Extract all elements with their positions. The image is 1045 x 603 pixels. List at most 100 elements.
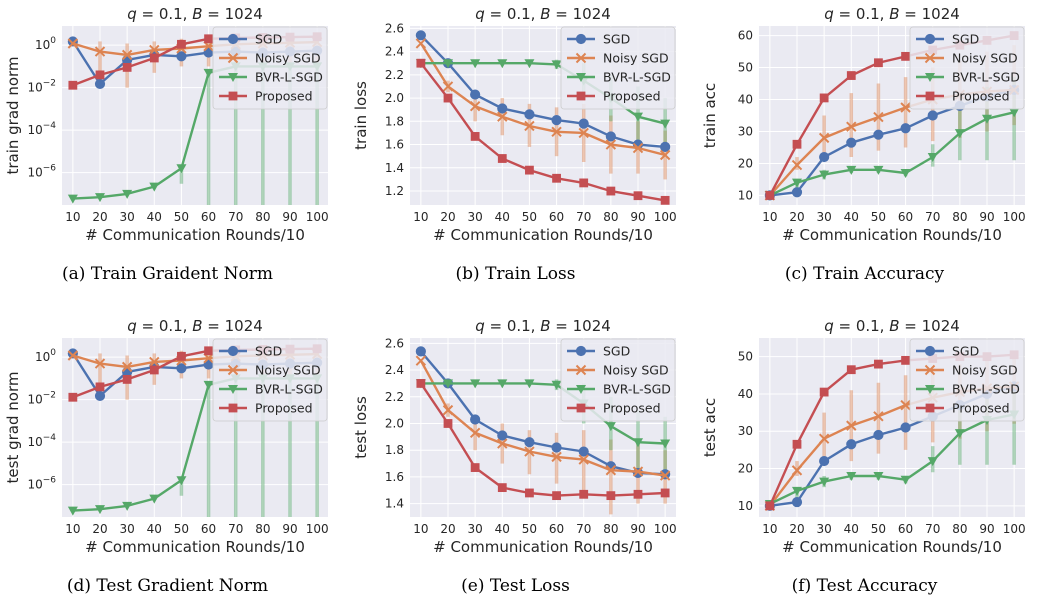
x-tick-label: 10 <box>413 522 428 536</box>
x-tick-label: 50 <box>522 210 537 224</box>
point-noisy-sgd <box>818 433 830 444</box>
x-axis-label: # Communication Rounds/10 <box>433 226 653 244</box>
y-tick-label: 1.6 <box>385 138 404 152</box>
x-tick-label: 100 <box>306 522 329 536</box>
point-proposed <box>443 93 453 103</box>
x-tick-label: 10 <box>762 210 777 224</box>
legend: SGD Noisy SGD BVR-L-SGD Proposed <box>560 338 676 422</box>
x-tick-label: 10 <box>65 522 80 536</box>
y-tick-label: 10−2 <box>27 79 56 95</box>
point-bvr-l-sgd <box>873 471 884 481</box>
point-proposed <box>95 70 105 80</box>
x-tick-label: 60 <box>201 210 216 224</box>
point-proposed <box>606 491 616 501</box>
x-tick-label: 30 <box>120 210 135 224</box>
panel-test-acc: 10 20 30 40 50 60 70 80 90 100 10 20 30 40 50 q = 0.1, … <box>697 312 1032 597</box>
x-tick-label: 20 <box>92 210 107 224</box>
legend-marker-bvr-l-sgd <box>925 73 935 82</box>
point-sgd <box>846 439 857 450</box>
point-sgd <box>846 137 857 148</box>
legend-marker-proposed <box>228 403 238 413</box>
chart-title: q = 0.1, B = 1024 <box>475 5 611 23</box>
point-proposed <box>552 173 561 183</box>
point-bvr-l-sgd <box>633 438 643 448</box>
point-proposed <box>470 132 480 141</box>
point-bvr-l-sgd <box>551 60 562 70</box>
x-tick-label: 70 <box>228 210 243 224</box>
legend-marker-sgd <box>575 345 587 357</box>
legend-label-sgd: SGD <box>603 344 630 359</box>
point-proposed <box>443 419 453 428</box>
legend-marker-proposed <box>576 403 586 413</box>
chart-test-grad-norm: 10 20 30 40 50 60 70 80 90 100 100 10−2 10−4 10−6 q = … <box>4 317 329 556</box>
series-line-proposed <box>419 382 666 497</box>
point-noisy-sgd <box>818 132 830 144</box>
point-sgd <box>900 422 911 433</box>
point-proposed <box>633 489 643 499</box>
point-sgd <box>578 118 589 129</box>
point-bvr-l-sgd <box>497 59 508 69</box>
legend-box <box>909 338 1025 422</box>
chart-test-acc: 10 20 30 40 50 60 70 80 90 100 10 20 30 40 50 q = 0.1, … <box>701 317 1026 556</box>
y-tick-label: 2.0 <box>385 91 404 105</box>
point-sgd <box>415 30 426 41</box>
caption-c: (c) Train Accuracy <box>784 264 945 284</box>
x-tick-label: 50 <box>174 210 189 224</box>
y-tick-label: 1.2 <box>385 184 404 198</box>
x-tick-label: 90 <box>630 210 645 224</box>
x-tick-label: 10 <box>762 522 777 536</box>
series-line-bvr-l-sgd <box>420 382 666 445</box>
point-noisy-sgd <box>67 350 79 361</box>
x-tick-label: 60 <box>201 522 216 536</box>
x-tick-label: 50 <box>871 522 886 536</box>
point-bvr-l-sgd <box>982 114 992 124</box>
legend-label-sgd: SGD <box>952 32 979 47</box>
x-axis-label: # Communication Rounds/10 <box>85 226 305 244</box>
y-tick-label: 60 <box>738 29 753 43</box>
point-proposed <box>606 186 616 196</box>
x-tick-label: 70 <box>228 522 243 536</box>
series-line-proposed <box>419 62 666 202</box>
point-proposed <box>68 392 78 402</box>
chart-train-loss: 10 20 30 40 50 60 70 80 90 100 1.2 1.4 1.6 1.8 2.0 2.2 2… <box>352 5 677 244</box>
legend-marker-bvr-l-sgd <box>576 73 586 82</box>
legend-label-bvr-l-sgd: BVR-L-SGD <box>952 382 1020 397</box>
point-noisy-sgd <box>149 44 160 56</box>
point-bvr-l-sgd <box>954 129 965 139</box>
x-tick-label: 70 <box>925 522 940 536</box>
x-tick-label: 20 <box>92 522 107 536</box>
legend: SGD Noisy SGD BVR-L-SGD Proposed <box>212 26 328 110</box>
point-noisy-sgd <box>121 49 133 61</box>
y-tick-label: 10−6 <box>27 476 56 492</box>
x-axis-label: # Communication Rounds/10 <box>433 538 653 556</box>
point-proposed <box>177 351 186 361</box>
legend-label-sgd: SGD <box>603 32 630 47</box>
point-bvr-l-sgd <box>67 194 78 204</box>
x-tick-label: 30 <box>817 522 832 536</box>
point-proposed <box>765 501 775 511</box>
x-tick-label: 40 <box>147 210 162 224</box>
point-noisy-sgd <box>632 466 644 477</box>
x-tick-label: 70 <box>576 522 591 536</box>
x-tick-label: 40 <box>147 522 162 536</box>
x-tick-label: 80 <box>603 210 618 224</box>
x-tick-label: 40 <box>495 210 510 224</box>
legend-box <box>212 338 328 422</box>
legend-marker-noisy-sgd <box>575 52 587 64</box>
point-proposed <box>633 191 643 201</box>
x-tick-label: 90 <box>630 522 645 536</box>
point-proposed <box>95 382 105 392</box>
legend-marker-sgd <box>575 33 587 45</box>
x-tick-label: 20 <box>789 210 804 224</box>
point-bvr-l-sgd <box>900 475 911 485</box>
legend-marker-sgd <box>227 33 239 45</box>
y-tick-label: 50 <box>738 61 753 75</box>
chart-train-grad-norm: 10 20 30 40 50 60 70 80 90 100 100 10−2 10−4 10−6 q = … <box>4 5 329 244</box>
x-tick-label: 90 <box>282 210 297 224</box>
series-line-noisy-sgd <box>419 42 666 157</box>
legend-label-bvr-l-sgd: BVR-L-SGD <box>952 70 1020 85</box>
y-tick-label: 2.4 <box>385 45 404 59</box>
y-tick-label: 10−6 <box>27 164 56 180</box>
point-sgd <box>415 346 426 357</box>
y-tick-label: 10−4 <box>27 121 56 137</box>
